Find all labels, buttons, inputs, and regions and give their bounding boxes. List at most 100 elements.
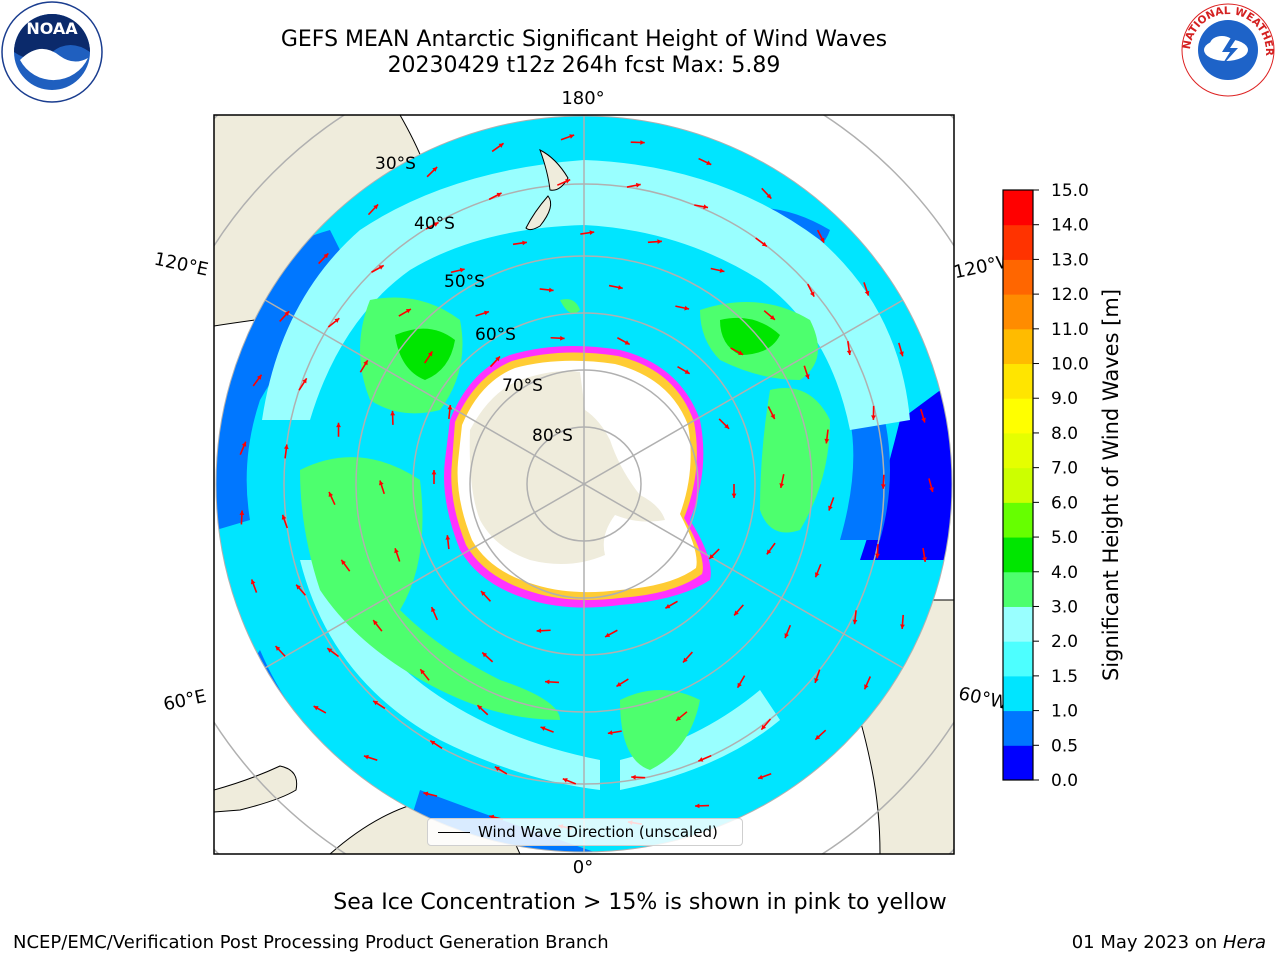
wave-direction-arrowhead [719, 268, 725, 273]
colorbar-tick-label: 0.0 [1051, 771, 1078, 791]
wave-direction-arrowhead [484, 310, 489, 316]
colorbar-segment [1003, 467, 1033, 503]
wave-direction-arrowhead [536, 628, 542, 634]
wave-direction-arrowhead [769, 315, 775, 320]
wave-direction-arrowhead [624, 340, 630, 345]
legend-line-swatch [438, 832, 470, 833]
colorbar-tick-label: 4.0 [1051, 563, 1078, 583]
wave-direction-arrowhead [737, 682, 742, 688]
wave-direction-arrowhead [394, 548, 399, 554]
footer-credit: NCEP/EMC/Verification Post Processing Pr… [13, 932, 609, 953]
wave-direction-arrowhead [706, 160, 712, 165]
colorbar-tick-label: 6.0 [1051, 493, 1078, 513]
wave-direction-arrowhead [477, 705, 483, 710]
parallel-label-60s: 60°S [475, 325, 516, 345]
meridian-label-180: 180° [561, 88, 605, 109]
colorbar-segment [1003, 328, 1033, 365]
meridian-label-60e: 60°E [162, 686, 209, 716]
colorbar-segment [1003, 294, 1033, 330]
new-zealand-land [525, 148, 569, 231]
wave-direction-arrowhead [709, 554, 715, 559]
wave-direction-arrowhead [363, 360, 368, 366]
colorbar-segment [1003, 641, 1033, 677]
meridian-label-0: 0° [572, 857, 594, 878]
colorbar-segment [1003, 745, 1033, 781]
colorbar: 0.0 0.5 1.0 1.5 2.0 3.0 4.0 5.0 6.0 7.0 8.0 9.0 10.0… [1002, 181, 1089, 791]
wave-height-field [216, 116, 952, 852]
wave-direction-arrowhead [814, 572, 820, 578]
nws-logo: NATIONAL WEATHER SERVICE [1176, 0, 1275, 97]
colorbar-segment [1003, 675, 1033, 712]
colorbar-border [1002, 189, 1034, 781]
wave-direction-arrowhead [731, 493, 737, 498]
colorbar-segment [1003, 259, 1033, 295]
wave-direction-arrowhead [378, 265, 384, 270]
meridian-label-120e: 120°E [152, 249, 210, 281]
wave-direction-arrowhead [871, 415, 876, 420]
wave-direction-arrowhead [676, 716, 682, 721]
wave-direction-arrowhead [929, 487, 934, 492]
colorbar-segment [1003, 432, 1033, 469]
parallel-label-50s: 50°S [444, 272, 485, 292]
colorbar-tick-label: 14.0 [1051, 216, 1089, 236]
wave-direction-arrowhead [682, 657, 688, 663]
wave-direction-arrowhead [431, 607, 436, 613]
footer-date-text: 01 May 2023 on [1071, 932, 1223, 953]
colorbar-segment [1003, 606, 1033, 642]
wave-direction-arrowhead [302, 378, 307, 384]
noaa-logo-text: NOAA [26, 19, 78, 38]
wave-direction-arrowhead [327, 648, 333, 653]
colorbar-segment [1003, 224, 1033, 260]
colorbar-tick-label: 8.0 [1051, 424, 1078, 444]
wave-direction-arrowhead [814, 677, 819, 683]
wave-direction-arrowhead [379, 480, 384, 486]
wave-direction-arrowhead [496, 192, 502, 198]
colorbar-tick-label: 5.0 [1051, 528, 1078, 548]
footer-machine: Hera [1222, 932, 1266, 953]
wave-direction-arrowhead [684, 305, 690, 311]
wave-direction-arrowhead [618, 285, 623, 290]
colorbar-tick-label: 10.0 [1051, 355, 1089, 375]
wave-direction-arrowhead [824, 438, 830, 444]
wave-direction-arrowhead [607, 730, 613, 736]
wave-direction-arrowhead [569, 134, 575, 139]
wave-direction-arrowhead [815, 734, 821, 740]
wave-direction-arrowhead [770, 413, 775, 419]
footer-date: 01 May 2023 on Hera [1072, 932, 1266, 953]
wave-direction-arrowhead [766, 549, 772, 555]
wave-direction-arrowhead [522, 240, 527, 246]
colorbar-segment [1003, 502, 1033, 538]
wave-direction-arrowhead [256, 374, 262, 380]
wave-direction-arrowhead [875, 553, 880, 559]
wave-direction-arrowhead [281, 514, 287, 520]
colorbar-tick-label: 3.0 [1051, 597, 1078, 617]
parallel-label-80s: 80°S [532, 426, 573, 446]
colorbar-segment [1003, 190, 1033, 226]
colorbar-tick-label: 1.0 [1051, 702, 1078, 722]
wave-direction-arrowhead [431, 470, 437, 475]
wave-direction-arrowhead [423, 791, 429, 797]
colorbar-tick-label: 0.5 [1051, 736, 1078, 756]
sea-ice-note: Sea Ice Concentration > 15% is shown in … [333, 890, 947, 915]
wave-direction-arrowhead [495, 356, 500, 362]
wave-direction-arrowhead [605, 632, 611, 637]
wave-direction-arrowhead [296, 584, 301, 590]
wave-direction-arrowhead [734, 610, 739, 616]
colorbar-tick-label: 1.5 [1051, 667, 1078, 687]
wave-direction-arrowhead [738, 350, 744, 355]
chart-subtitle: 20230429 t12z 264h fcst Max: 5.89 [387, 53, 781, 78]
colorbar-tick-label: 9.0 [1051, 389, 1078, 409]
chart-title: GEFS MEAN Antarctic Significant Height o… [280, 27, 888, 52]
wave-direction-arrowhead [560, 335, 565, 341]
wave-direction-arrowhead [779, 483, 785, 488]
wave-direction-arrowhead [482, 652, 488, 658]
wave-direction-arrowhead [328, 491, 334, 497]
wave-direction-arrowhead [758, 774, 763, 780]
colorbar-segment [1003, 710, 1033, 746]
madagascar-land [214, 765, 298, 813]
wave-direction-arrowhead [405, 309, 411, 314]
wave-direction-arrowhead [540, 726, 546, 731]
wave-direction-arrowhead [334, 318, 340, 323]
wave-direction-arrowhead [239, 510, 245, 515]
